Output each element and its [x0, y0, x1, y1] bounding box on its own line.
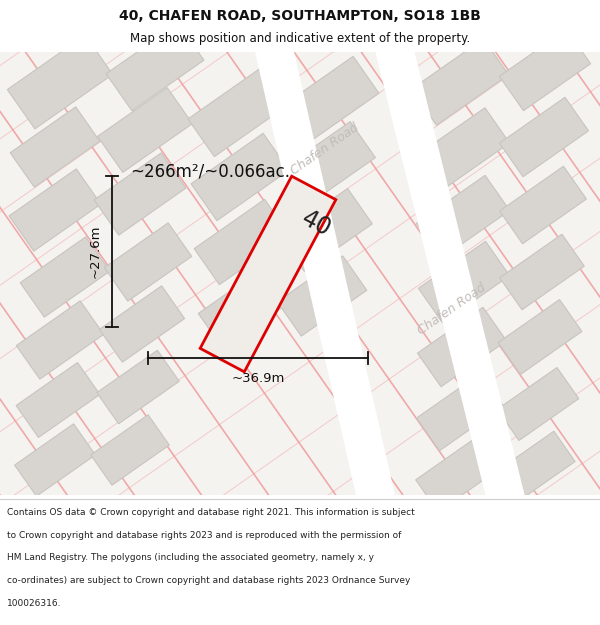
- Polygon shape: [104, 223, 192, 301]
- Text: Chafen Road: Chafen Road: [289, 121, 361, 177]
- Text: ~27.6m: ~27.6m: [89, 224, 102, 278]
- Text: Map shows position and indicative extent of the property.: Map shows position and indicative extent…: [130, 32, 470, 45]
- Text: ~36.9m: ~36.9m: [232, 372, 284, 384]
- Polygon shape: [418, 241, 509, 322]
- Polygon shape: [415, 107, 509, 192]
- Polygon shape: [416, 175, 510, 259]
- Polygon shape: [281, 56, 379, 144]
- Text: co-ordinates) are subject to Crown copyright and database rights 2023 Ordnance S: co-ordinates) are subject to Crown copyr…: [7, 576, 410, 585]
- Polygon shape: [200, 176, 336, 372]
- Text: ~266m²/~0.066ac.: ~266m²/~0.066ac.: [130, 162, 290, 181]
- Polygon shape: [277, 256, 367, 336]
- Polygon shape: [500, 234, 584, 310]
- Text: 100026316.: 100026316.: [7, 599, 62, 608]
- Text: 40: 40: [297, 206, 335, 242]
- Polygon shape: [98, 88, 193, 172]
- Polygon shape: [10, 107, 100, 187]
- Polygon shape: [9, 169, 101, 251]
- Polygon shape: [500, 166, 586, 244]
- Polygon shape: [16, 301, 104, 379]
- Text: 40, CHAFEN ROAD, SOUTHAMPTON, SO18 1BB: 40, CHAFEN ROAD, SOUTHAMPTON, SO18 1BB: [119, 9, 481, 23]
- Text: HM Land Registry. The polygons (including the associated geometry, namely x, y: HM Land Registry. The polygons (includin…: [7, 554, 374, 562]
- Polygon shape: [106, 23, 204, 111]
- Polygon shape: [281, 122, 376, 206]
- Polygon shape: [7, 35, 113, 129]
- Text: Chafen Road: Chafen Road: [416, 281, 488, 338]
- Polygon shape: [188, 68, 288, 157]
- Polygon shape: [371, 28, 529, 519]
- Text: to Crown copyright and database rights 2023 and is reproduced with the permissio: to Crown copyright and database rights 2…: [7, 531, 401, 540]
- Polygon shape: [191, 133, 289, 221]
- Polygon shape: [416, 436, 500, 512]
- Polygon shape: [97, 350, 179, 424]
- Polygon shape: [94, 153, 186, 235]
- Polygon shape: [418, 308, 506, 387]
- Polygon shape: [194, 199, 290, 284]
- Polygon shape: [100, 286, 185, 362]
- Polygon shape: [20, 237, 110, 317]
- Polygon shape: [251, 28, 398, 519]
- Polygon shape: [499, 98, 589, 177]
- Polygon shape: [280, 189, 373, 271]
- Polygon shape: [499, 29, 590, 111]
- Polygon shape: [497, 368, 579, 441]
- Polygon shape: [198, 265, 292, 349]
- Polygon shape: [14, 424, 95, 496]
- Polygon shape: [498, 299, 582, 374]
- Polygon shape: [495, 431, 575, 502]
- Polygon shape: [91, 415, 169, 485]
- Polygon shape: [16, 362, 100, 438]
- Text: Contains OS data © Crown copyright and database right 2021. This information is : Contains OS data © Crown copyright and d…: [7, 508, 415, 517]
- Polygon shape: [412, 39, 509, 125]
- Polygon shape: [416, 373, 503, 451]
